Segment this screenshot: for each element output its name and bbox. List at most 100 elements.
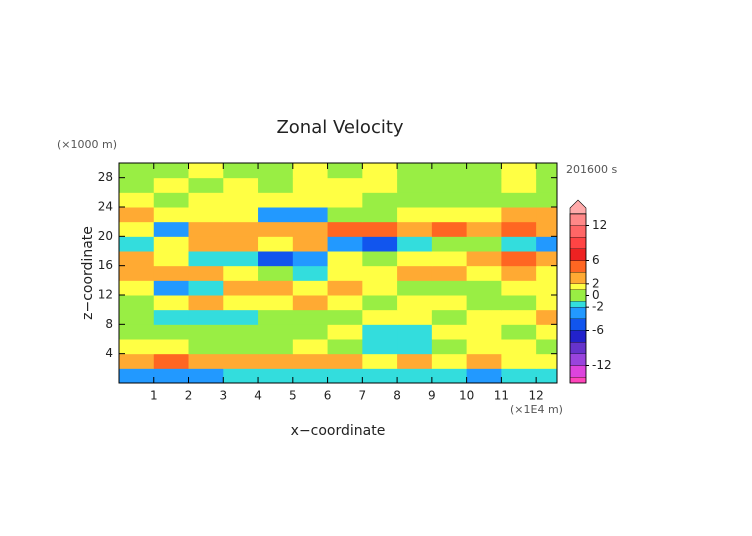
contour-cell	[258, 324, 294, 340]
contour-cell	[119, 324, 155, 340]
contour-cell	[153, 309, 190, 325]
contour-cell	[258, 236, 294, 252]
contour-cell	[223, 353, 259, 369]
y-tick-label: 28	[98, 170, 113, 184]
contour-cell	[536, 280, 557, 296]
contour-cell	[327, 265, 363, 281]
contour-cell	[292, 207, 329, 223]
contour-cell	[431, 324, 468, 340]
contour-cell	[119, 368, 155, 383]
colorbar-segment	[569, 289, 587, 302]
y-tick-label: 8	[105, 317, 113, 331]
contour-cell	[397, 236, 433, 252]
contour-cell	[501, 368, 537, 383]
contour-cell	[397, 251, 433, 267]
contour-cell	[536, 295, 557, 311]
contour-cell	[188, 295, 224, 311]
contour-cell	[397, 295, 433, 311]
contour-cell	[431, 236, 468, 252]
contour-cell	[431, 192, 468, 208]
contour-cell	[362, 236, 398, 252]
contour-cell	[431, 251, 468, 267]
contour-cell	[362, 192, 398, 208]
contour-cell	[153, 177, 190, 193]
colorbar-tick-label: -2	[592, 300, 604, 314]
contour-cell	[153, 324, 190, 340]
contour-cell	[153, 368, 190, 383]
contour-cell	[397, 163, 433, 179]
contour-cell	[397, 207, 433, 223]
contour-cell	[362, 339, 398, 355]
colorbar-segment	[569, 260, 587, 273]
contour-cell	[431, 265, 468, 281]
contour-cell	[327, 280, 363, 296]
contour-cell	[466, 251, 502, 267]
contour-cell	[466, 368, 502, 383]
contour-cell	[327, 221, 363, 237]
contour-cell	[501, 295, 537, 311]
contour-cell	[536, 163, 557, 179]
contour-cell	[536, 265, 557, 281]
y-tick-label: 16	[98, 258, 113, 272]
contour-cell	[362, 177, 398, 193]
contour-cell	[153, 236, 190, 252]
contour-cell	[153, 192, 190, 208]
contour-cell	[362, 309, 398, 325]
x-tick-label: 2	[185, 389, 193, 403]
chart-title: Zonal Velocity	[276, 117, 403, 138]
contour-cell	[501, 163, 537, 179]
contour-cell	[501, 339, 537, 355]
y-tick-label: 4	[105, 346, 113, 360]
x-tick-label: 3	[219, 389, 227, 403]
contour-cell	[258, 163, 294, 179]
x-tick-label: 12	[529, 389, 544, 403]
colorbar-segment	[569, 365, 587, 378]
contour-cell	[536, 251, 557, 267]
contour-cell	[536, 236, 557, 252]
contour-cell	[466, 207, 502, 223]
contour-cell	[153, 163, 190, 179]
contour-cell	[466, 353, 502, 369]
contour-cell	[258, 251, 294, 267]
colorbar-segment	[569, 301, 587, 308]
contour-cell	[153, 339, 190, 355]
contour-cell	[153, 221, 190, 237]
contour-cell	[292, 295, 329, 311]
contour-cell	[223, 177, 259, 193]
contour-cell	[536, 339, 557, 355]
contour-cell	[223, 280, 259, 296]
x-tick-label: 10	[459, 389, 474, 403]
contour-cell	[327, 177, 363, 193]
contour-field	[119, 163, 557, 383]
contour-cell	[362, 280, 398, 296]
contour-cell	[223, 221, 259, 237]
contour-cell	[397, 265, 433, 281]
colorbar-segment	[569, 283, 587, 290]
contour-cell	[188, 265, 224, 281]
x-tick-label: 5	[289, 389, 297, 403]
contour-cell	[536, 192, 557, 208]
contour-cell	[466, 221, 502, 237]
y-tick-label: 24	[98, 200, 113, 214]
contour-cell	[119, 251, 155, 267]
contour-cell	[292, 309, 329, 325]
contour-cell	[397, 368, 433, 383]
contour-cell	[431, 280, 468, 296]
contour-cell	[258, 265, 294, 281]
contour-cell	[536, 324, 557, 340]
contour-cell	[466, 192, 502, 208]
colorbar-segment	[569, 248, 587, 261]
contour-cell	[397, 339, 433, 355]
x-tick-label: 11	[494, 389, 509, 403]
colorbar-segment	[569, 213, 587, 226]
contour-cell	[188, 251, 224, 267]
contour-cell	[223, 192, 259, 208]
contour-cell	[223, 207, 259, 223]
contour-cell	[119, 339, 155, 355]
contour-cell	[119, 295, 155, 311]
contour-cell	[188, 236, 224, 252]
contour-cell	[397, 192, 433, 208]
